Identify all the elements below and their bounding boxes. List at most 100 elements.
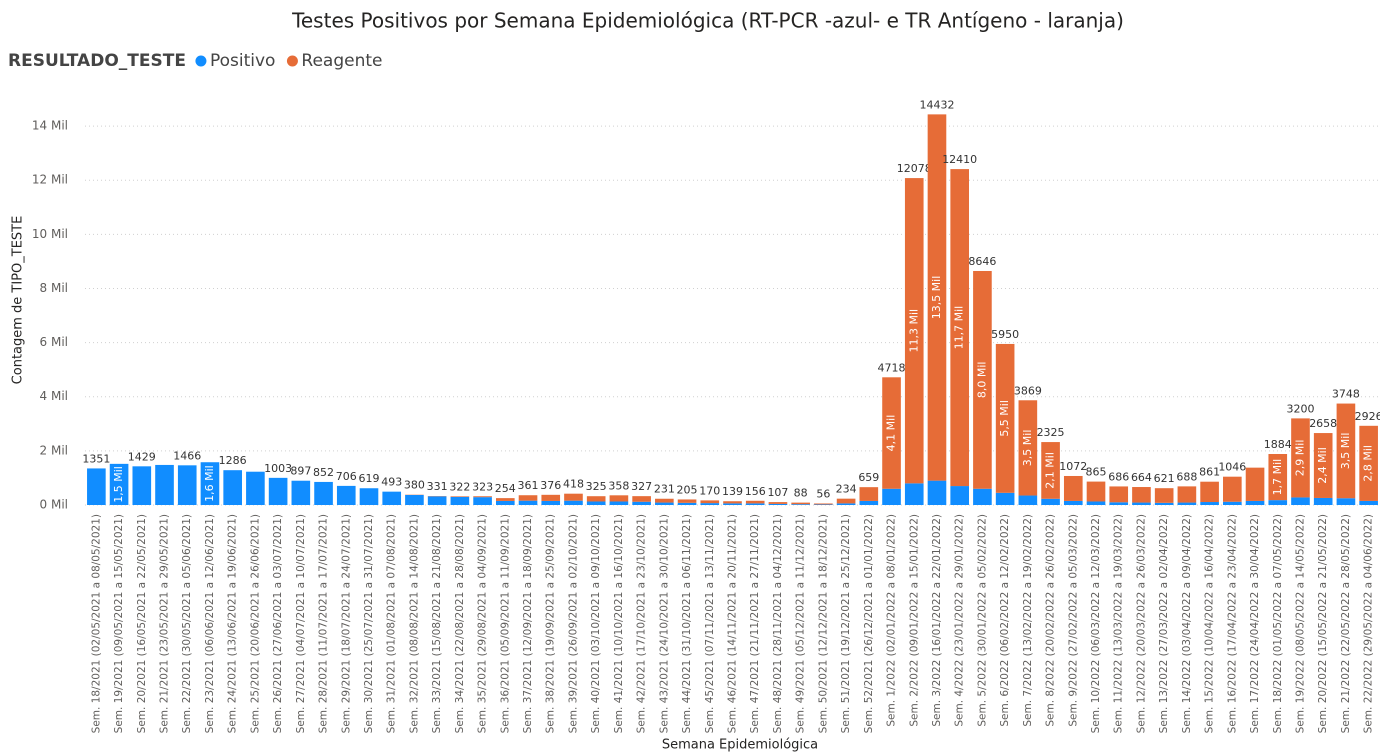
x-tick-label: Sem. 4/2022 (23/01/2022 a 29/01/2022) (954, 514, 966, 727)
bar-segment (336, 485, 356, 505)
bar-segment (1336, 403, 1356, 499)
chart-title: Testes Positivos por Semana Epidemiológi… (291, 9, 1124, 33)
x-tick-label: Sem. 51/2021 (19/12/2021 a 25/12/2021) (840, 514, 852, 733)
total-label: 4718 (878, 361, 906, 374)
bar-segment (973, 488, 992, 505)
bar-segment (632, 496, 651, 502)
segment-label: 1,6 Mil (203, 465, 216, 502)
bar-segment (1200, 481, 1219, 503)
bar-segment (291, 480, 311, 505)
x-tick-label: Sem. 24/2021 (13/06/2021 a 19/06/2021) (227, 514, 239, 733)
bar-segment (677, 499, 697, 503)
bar-segment (1041, 442, 1060, 499)
bar-segment (1268, 500, 1288, 505)
x-tick-label: Sem. 8/2022 (20/02/2022 a 26/02/2022) (1045, 514, 1057, 727)
total-label: 88 (794, 487, 808, 500)
bar-segment (1245, 467, 1265, 501)
x-tick-label: Sem. 27/2021 (04/07/2021 a 10/07/2021) (295, 514, 307, 733)
bar-segment (1336, 498, 1356, 505)
x-tick-label: Sem. 20/2022 (15/05/2022 a 21/05/2022) (1317, 514, 1329, 733)
total-label: 686 (1108, 470, 1129, 483)
total-label: 3869 (1014, 384, 1042, 397)
bar-segment (609, 501, 629, 505)
x-tick-label: Sem. 49/2021 (05/12/2021 a 11/12/2021) (795, 514, 807, 733)
bar-segment (904, 483, 924, 505)
segment-label: 2,9 Mil (1293, 440, 1306, 477)
bar-segment (155, 464, 174, 505)
bar-segment (950, 169, 970, 487)
segment-label: 11,3 Mil (907, 309, 920, 353)
total-label: 3200 (1286, 402, 1314, 415)
bar-segment (586, 496, 606, 502)
x-tick-label: Sem. 19/2022 (08/05/2022 a 14/05/2022) (1294, 514, 1306, 733)
bar-segment (405, 494, 424, 505)
bar-segment (382, 491, 402, 505)
x-tick-label: Sem. 29/2021 (18/07/2021 a 24/07/2021) (340, 514, 352, 733)
x-tick-label: Sem. 14/2022 (03/04/2022 a 09/04/2022) (1181, 514, 1193, 733)
total-label: 1351 (82, 452, 110, 465)
x-tick-label: Sem. 16/2022 (17/04/2022 a 23/04/2022) (1226, 514, 1238, 733)
bar-segment (1132, 502, 1151, 505)
x-tick-label: Sem. 22/2021 (30/05/2021 a 05/06/2021) (181, 514, 193, 733)
segment-label: 3,5 Mil (1339, 433, 1352, 470)
bar-segment (586, 501, 606, 505)
x-tick-label: Sem. 22/2022 (29/05/2022 a 04/06/2022) (1363, 514, 1375, 733)
x-tick-label: Sem. 45/2021 (07/11/2021 a 13/11/2021) (704, 514, 716, 733)
total-label: 493 (381, 476, 402, 489)
total-label: 376 (540, 479, 561, 492)
x-tick-label: Sem. 50/2021 (12/12/2021 a 18/12/2021) (817, 514, 829, 733)
x-tick-label: Sem. 18/2022 (01/05/2022 a 07/05/2022) (1272, 514, 1284, 733)
x-tick-label: Sem. 13/2022 (27/03/2022 a 02/04/2022) (1158, 514, 1170, 733)
total-label: 12078 (897, 162, 932, 175)
x-tick-label: Sem. 9/2022 (27/02/2022 a 05/03/2022) (1067, 514, 1079, 727)
x-tick-label: Sem. 17/2022 (24/04/2022 a 30/04/2022) (1249, 514, 1261, 733)
bar-segment (995, 343, 1015, 493)
x-tick-label: Sem. 32/2021 (08/08/2021 a 14/08/2021) (408, 514, 420, 733)
bar-segment (518, 500, 538, 505)
x-tick-label: Sem. 1/2022 (02/01/2022 a 08/01/2022) (886, 514, 898, 727)
total-label: 139 (722, 485, 743, 498)
total-label: 327 (631, 480, 652, 493)
bar-segment (814, 504, 833, 505)
bar-segment (223, 470, 242, 505)
x-tick-label: Sem. 43/2021 (24/10/2021 a 30/10/2021) (658, 514, 670, 733)
bar-segment (768, 502, 788, 504)
bar-segment (836, 503, 856, 505)
total-label: 1003 (264, 462, 292, 475)
total-label: 254 (495, 482, 516, 495)
total-label: 5950 (991, 328, 1019, 341)
total-label: 2926 (1355, 410, 1380, 423)
bar-segment (1177, 502, 1197, 505)
total-label: 418 (563, 478, 584, 491)
bar-segment (268, 477, 288, 505)
total-label: 231 (654, 483, 675, 496)
bar-segment (541, 500, 561, 505)
y-tick-label: 8 Mil (40, 281, 68, 295)
x-tick-label: Sem. 42/2021 (17/10/2021 a 23/10/2021) (636, 514, 648, 733)
total-label: 664 (1131, 471, 1152, 484)
x-tick-label: Sem. 40/2021 (03/10/2021 a 09/10/2021) (590, 514, 602, 733)
total-label: 12410 (942, 153, 977, 166)
total-label: 659 (858, 471, 879, 484)
y-tick-label: 4 Mil (40, 389, 68, 403)
legend-marker (286, 55, 298, 67)
bar-segment (177, 465, 197, 505)
x-tick-label: Sem. 21/2022 (22/05/2022 a 28/05/2022) (1340, 514, 1352, 733)
total-label: 852 (313, 466, 334, 479)
x-tick-label: Sem. 48/2021 (28/11/2021 a 04/12/2021) (772, 514, 784, 733)
bar-segment (200, 462, 220, 505)
x-tick-label: Sem. 26/2021 (27/06/2021 a 03/07/2021) (272, 514, 284, 733)
total-label: 234 (836, 483, 857, 496)
segment-label: 13,5 Mil (930, 276, 943, 320)
bar-segment (859, 500, 879, 505)
bar-segment (518, 495, 538, 501)
bar-segment (1018, 495, 1038, 505)
bar-segment (1313, 433, 1333, 498)
bar-segment (1268, 454, 1288, 501)
bar-segment (723, 501, 742, 504)
x-tick-label: Sem. 21/2021 (23/05/2021 a 29/05/2021) (159, 514, 171, 733)
total-label: 380 (404, 479, 425, 492)
segment-label: 2,8 Mil (1362, 445, 1375, 482)
y-tick-label: 2 Mil (40, 443, 68, 457)
x-tick-label: Sem. 35/2021 (29/08/2021 a 04/09/2021) (477, 514, 489, 733)
